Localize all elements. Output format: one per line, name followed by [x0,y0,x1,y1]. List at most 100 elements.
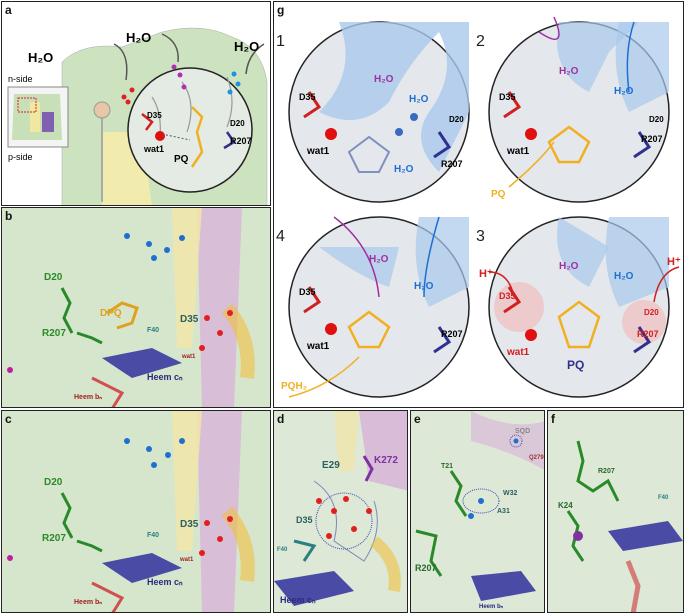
panel-e-label: e [414,412,421,426]
r207-label: R207 [641,134,663,144]
water-label-2: H₂O [614,271,634,282]
panel-a: a H₂O H₂O H₂O n-side [1,1,271,206]
n-side-label: n-side [8,74,33,84]
heme-bn-label: Heem bₙ [74,394,102,401]
panel-f-structure: K24 R207 F40 [548,411,683,612]
r207-label: R207 [42,328,66,339]
d20-label: D20 [44,477,63,488]
d20-label: D20 [44,272,63,283]
r207-label: R207 [415,563,437,573]
wat1-label: wat1 [306,341,330,352]
panel-a-illustration: H₂O H₂O H₂O n-side p-side D35 D20 R207 w… [7,27,268,205]
heme-bn-label: Heem bₙ [479,604,504,610]
r207-label: R207 [42,533,66,544]
arrow-3 [245,43,265,75]
water-label-1: H₂O [559,261,579,272]
water-label-1: H₂O [374,74,394,85]
panel-d: d E29 K272 D35 F40 Heem cₙ [273,410,408,613]
wat1-label: wat1 [181,354,196,360]
panel-f-label: f [551,412,555,426]
wat1-label: wat1 [179,557,194,563]
step-number: 3 [476,228,485,245]
water-label-2: H₂O [126,30,151,45]
hplus-label-left: H⁺ [479,268,493,280]
r207-label: R207 [637,329,659,339]
wat1-label: wat1 [506,146,530,157]
d20-label: D20 [230,119,245,128]
heme-cn-label: Heem cₙ [147,372,183,382]
heme-cn-label: Heem cₙ [280,595,316,605]
w32-label: W32 [503,490,518,497]
wat1-label: wat1 [506,347,530,358]
step-1: 1 H₂O H₂O H₂O D35 D20 R207 wat1 [276,21,470,203]
r207-label: R207 [230,136,252,146]
f40-label: F40 [147,327,159,334]
arrow-1 [113,43,128,81]
d35-stick [141,113,154,131]
panel-d-structure: E29 K272 D35 F40 Heem cₙ [274,411,407,612]
pq-label: PQ [491,189,506,200]
panel-g-label: g [277,3,285,17]
panel-c: c D20 R207 F40 D35 wat1 Heem cₙ Heem bₙ [1,410,271,613]
panel-e: e SQD Q279 T21 W32 A31 R207 Heem bₙ [410,410,545,613]
d35-label: D35 [147,111,162,120]
water-label-2: H₂O [614,86,634,97]
d35-label: D35 [299,287,316,297]
k24-label: K24 [558,501,573,510]
water-label-1: H₂O [28,50,53,65]
water-label-2: H₂O [409,94,429,105]
f40-label: F40 [658,495,669,501]
step-3: 3 H₂O H₂O H⁺ H⁺ D35 D20 R207 wat1 PQ [476,216,681,398]
a31-label: A31 [497,508,510,515]
wat1-label: wat1 [306,146,330,157]
stalk-bead [93,101,111,119]
step-number: 1 [276,33,285,50]
water-label-1: H₂O [559,66,579,77]
zoom-circle [127,67,253,193]
sqd-label: SQD [515,428,530,435]
d35-label: D35 [296,515,313,525]
hplus-label-right: H⁺ [667,256,681,268]
d35-label: D35 [299,92,316,102]
panel-c-label: c [5,412,12,426]
p-side-label: p-side [8,152,33,162]
f40-label: F40 [147,532,159,539]
d20-label: D20 [449,115,464,124]
f40-label: F40 [277,547,288,553]
d35-label: D35 [180,519,199,530]
r207-stick [223,131,236,150]
heme-bn-label: Heem bₙ [74,599,102,606]
k272-label: K272 [374,455,398,466]
step-number: 4 [276,228,285,245]
wat1-sphere [155,131,165,141]
panel-b: b D20 R207 DPQ F40 D35 wat1 Heem cₙ Heem… [1,207,271,408]
q279-label: Q279 [529,455,544,461]
d20-label: D20 [644,308,659,317]
water-label-3: H₂O [394,164,414,175]
d35-label: D35 [499,92,516,102]
arrow-2 [161,33,179,63]
water-label-1: H₂O [369,254,389,265]
e29-label: E29 [322,460,340,471]
pq-label: PQ [174,154,189,165]
panel-a-label: a [5,3,12,17]
r207-label: R207 [441,159,463,169]
wat1-label: wat1 [143,144,164,154]
step-4: 4 H₂O H₂O D35 R207 wat1 PQH₂ [276,216,470,398]
t21-label: T21 [441,463,453,470]
pq-stick [190,106,204,168]
r207-label: R207 [598,468,615,475]
pqh2-label: PQH₂ [281,381,307,392]
channel-3 [226,76,233,128]
heme-cn-label: Heem cₙ [147,577,183,587]
r207-label: R207 [441,329,463,339]
water-label-2: H₂O [414,281,434,292]
d20-label: D20 [649,115,664,124]
step-number: 2 [476,33,485,50]
d35-label: D35 [499,291,516,301]
panel-b-label: b [5,209,13,223]
panel-g: g 1 H₂O H₂O H₂O D35 D20 R207 wat1 [273,1,684,408]
panel-e-structure: SQD Q279 T21 W32 A31 R207 Heem bₙ [411,411,544,612]
panel-d-label: d [277,412,285,426]
dpq-label: DPQ [100,308,122,319]
